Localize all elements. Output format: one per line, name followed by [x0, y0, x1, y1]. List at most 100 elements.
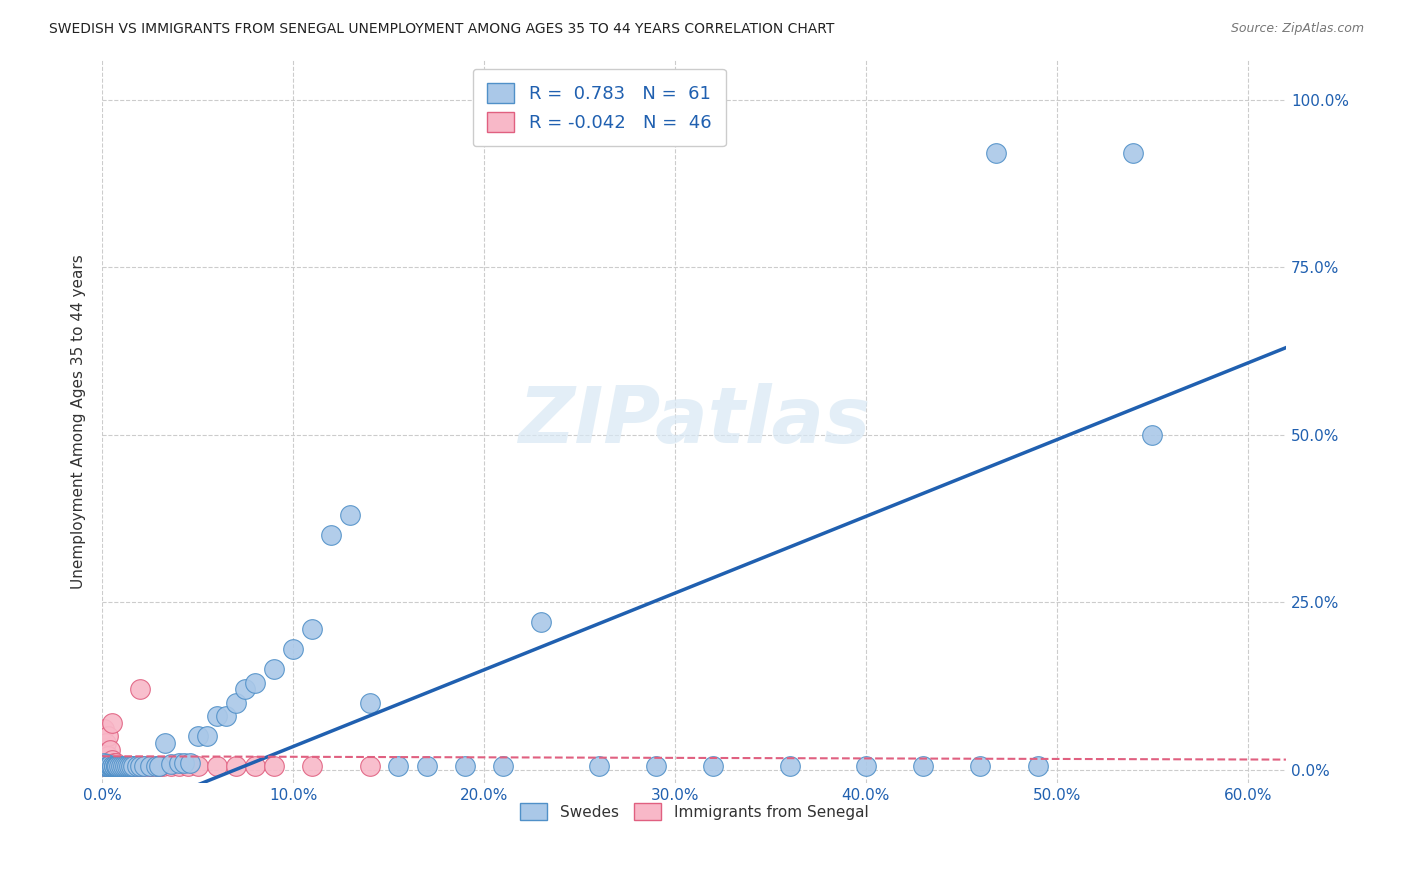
Point [112, 759, 135, 773]
Point [225, 696, 247, 710]
Point [148, 759, 170, 773]
Point [134, 759, 156, 773]
Point [97, 759, 120, 773]
Point [321, 528, 343, 542]
Point [779, 759, 801, 773]
Point [108, 759, 131, 773]
Point [97, 759, 120, 773]
Point [98, 759, 121, 773]
Point [139, 759, 162, 773]
Point [702, 759, 724, 773]
Point [160, 757, 183, 772]
Point [103, 759, 125, 773]
Point [104, 756, 127, 770]
Point [139, 759, 162, 773]
Point [93, 759, 115, 773]
Point [359, 759, 381, 773]
Point [120, 759, 142, 773]
Point [160, 759, 183, 773]
Text: ZIPatlas: ZIPatlas [517, 384, 870, 459]
Point [530, 615, 553, 630]
Point [1142, 427, 1164, 442]
Point [645, 759, 668, 773]
Point [125, 759, 148, 773]
Point [107, 759, 129, 773]
Point [104, 759, 127, 773]
Point [107, 759, 129, 773]
Point [97, 729, 120, 743]
Point [225, 759, 247, 773]
Point [148, 759, 170, 773]
Point [588, 759, 610, 773]
Point [205, 709, 228, 723]
Point [187, 759, 209, 773]
Point [97, 749, 120, 764]
Text: SWEDISH VS IMMIGRANTS FROM SENEGAL UNEMPLOYMENT AMONG AGES 35 TO 44 YEARS CORREL: SWEDISH VS IMMIGRANTS FROM SENEGAL UNEMP… [49, 22, 835, 37]
Point [173, 756, 195, 770]
Point [97, 758, 120, 772]
Text: Source: ZipAtlas.com: Source: ZipAtlas.com [1230, 22, 1364, 36]
Point [387, 759, 409, 773]
Point [179, 756, 201, 770]
Point [103, 759, 125, 773]
Point [108, 759, 131, 773]
Point [93, 742, 115, 756]
Point [339, 508, 361, 522]
Point [301, 759, 323, 773]
Point [118, 759, 141, 773]
Point [984, 146, 1007, 161]
Point [359, 696, 381, 710]
Point [969, 759, 991, 773]
Point [492, 759, 515, 773]
Point [104, 759, 127, 773]
Point [98, 758, 121, 772]
Point [187, 729, 209, 743]
Point [912, 759, 935, 773]
Point [98, 756, 121, 770]
Point [110, 759, 132, 773]
Point [177, 759, 200, 773]
Point [115, 759, 138, 773]
Point [454, 759, 477, 773]
Point [155, 736, 177, 750]
Point [115, 759, 138, 773]
Point [94, 757, 117, 772]
Point [112, 759, 135, 773]
Point [100, 759, 122, 773]
Point [98, 742, 121, 756]
Point [114, 759, 136, 773]
Point [98, 759, 121, 773]
Point [263, 662, 285, 676]
Point [103, 756, 125, 770]
Point [100, 753, 122, 767]
Point [94, 736, 117, 750]
Point [94, 759, 117, 773]
Point [120, 759, 142, 773]
Point [263, 759, 285, 773]
Point [167, 759, 190, 773]
Point [167, 756, 190, 770]
Point [855, 759, 877, 773]
Point [243, 675, 266, 690]
Point [94, 753, 117, 767]
Point [215, 709, 238, 723]
Point [145, 759, 167, 773]
Point [235, 682, 257, 697]
Point [93, 756, 115, 770]
Point [100, 715, 122, 730]
Point [301, 622, 323, 636]
Point [281, 642, 304, 657]
Point [93, 723, 115, 737]
Point [114, 759, 136, 773]
Point [93, 759, 115, 773]
Point [416, 759, 439, 773]
Point [145, 759, 167, 773]
Point [100, 759, 122, 773]
Point [152, 759, 174, 773]
Point [243, 759, 266, 773]
Point [125, 759, 148, 773]
Point [100, 759, 122, 773]
Point [129, 682, 152, 697]
Point [205, 759, 228, 773]
Point [110, 759, 132, 773]
